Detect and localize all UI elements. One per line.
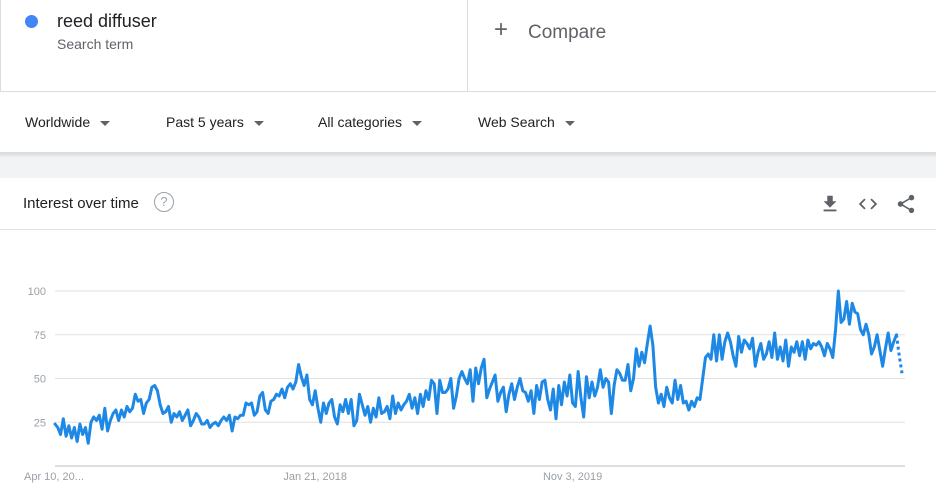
time-range-filter[interactable]: Past 5 years xyxy=(166,114,264,130)
plus-icon: + xyxy=(494,16,509,43)
category-filter-label: All categories xyxy=(318,114,403,130)
chevron-down-icon xyxy=(412,120,423,126)
search-type-filter[interactable]: Web Search xyxy=(478,114,575,130)
y-tick-label: 25 xyxy=(34,417,46,429)
category-filter[interactable]: All categories xyxy=(318,114,423,130)
partial-data-line xyxy=(894,334,904,374)
search-type-filter-label: Web Search xyxy=(478,114,555,130)
card-header: Interest over time ? xyxy=(0,178,936,230)
x-tick-label: Nov 3, 2019 xyxy=(543,471,602,483)
series-color-dot xyxy=(25,15,38,28)
search-term-name[interactable]: reed diffuser xyxy=(57,11,157,31)
search-term-card[interactable]: reed diffuser Search term xyxy=(0,0,468,92)
y-tick-label: 75 xyxy=(34,330,46,342)
chevron-down-icon xyxy=(100,120,111,126)
embed-icon[interactable] xyxy=(857,193,879,215)
region-filter-label: Worldwide xyxy=(25,114,91,130)
search-terms-bar: reed diffuser Search term + Compare xyxy=(0,0,936,92)
series-line xyxy=(53,289,898,445)
y-tick-label: 100 xyxy=(28,286,46,298)
time-range-filter-label: Past 5 years xyxy=(166,114,244,130)
search-term-subtitle: Search term xyxy=(57,36,134,52)
share-icon[interactable] xyxy=(895,193,917,215)
compare-button[interactable]: + Compare xyxy=(468,0,936,92)
filters-bar: Worldwide Past 5 years All categories We… xyxy=(0,92,936,154)
y-tick-label: 50 xyxy=(34,374,46,386)
interest-line-chart: 100 75 50 25 Apr 10, 20... Jan 21, 2018 Nov 3,… xyxy=(24,286,905,483)
interest-over-time-card: Interest over time ? 100 75 50 25 Apr 10, 20… xyxy=(0,178,936,500)
download-icon[interactable] xyxy=(819,193,841,215)
x-tick-label: Jan 21, 2018 xyxy=(283,471,347,483)
card-title: Interest over time xyxy=(23,195,139,212)
region-filter[interactable]: Worldwide xyxy=(25,114,111,130)
chevron-down-icon xyxy=(564,120,575,126)
chevron-down-icon xyxy=(253,120,264,126)
compare-label: Compare xyxy=(528,22,607,43)
x-tick-label: Apr 10, 20... xyxy=(24,471,84,483)
help-icon[interactable]: ? xyxy=(154,192,174,212)
